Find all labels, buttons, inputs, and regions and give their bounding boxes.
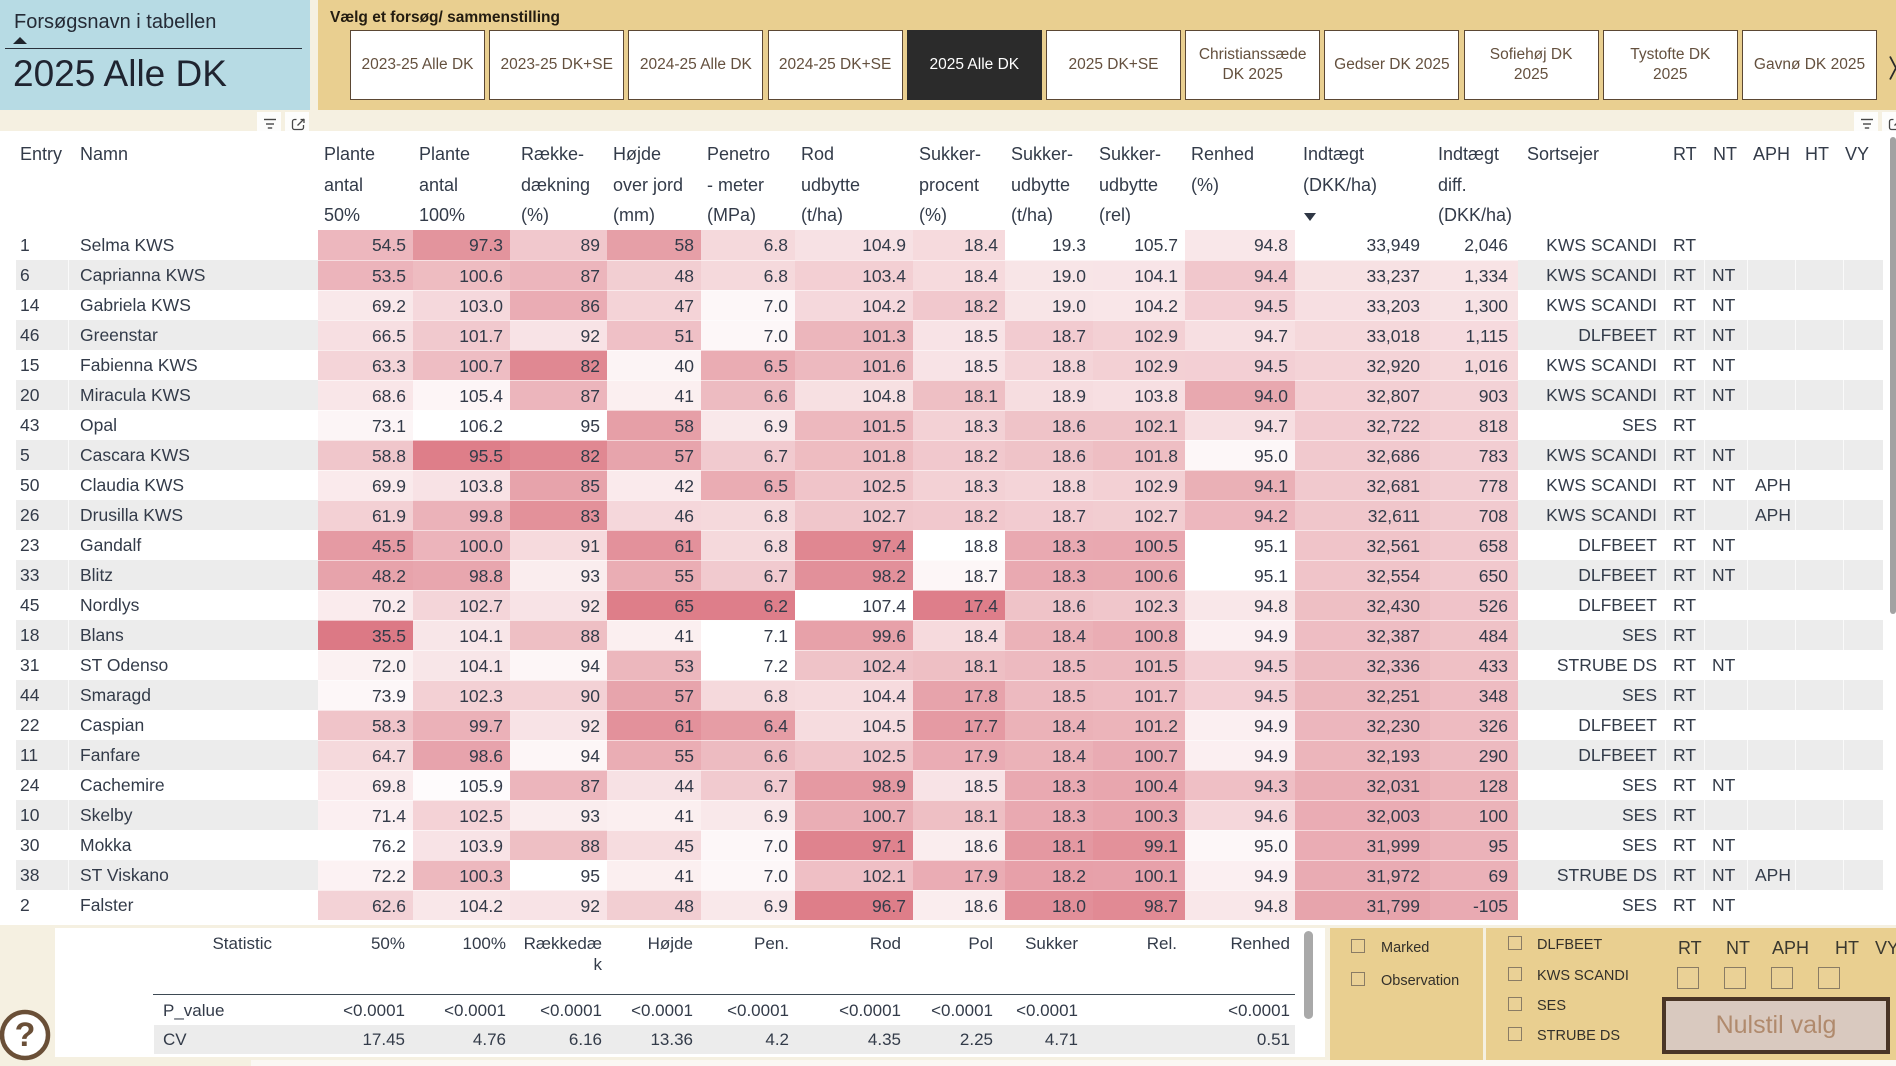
svg-text:?: ? [15, 1016, 36, 1054]
